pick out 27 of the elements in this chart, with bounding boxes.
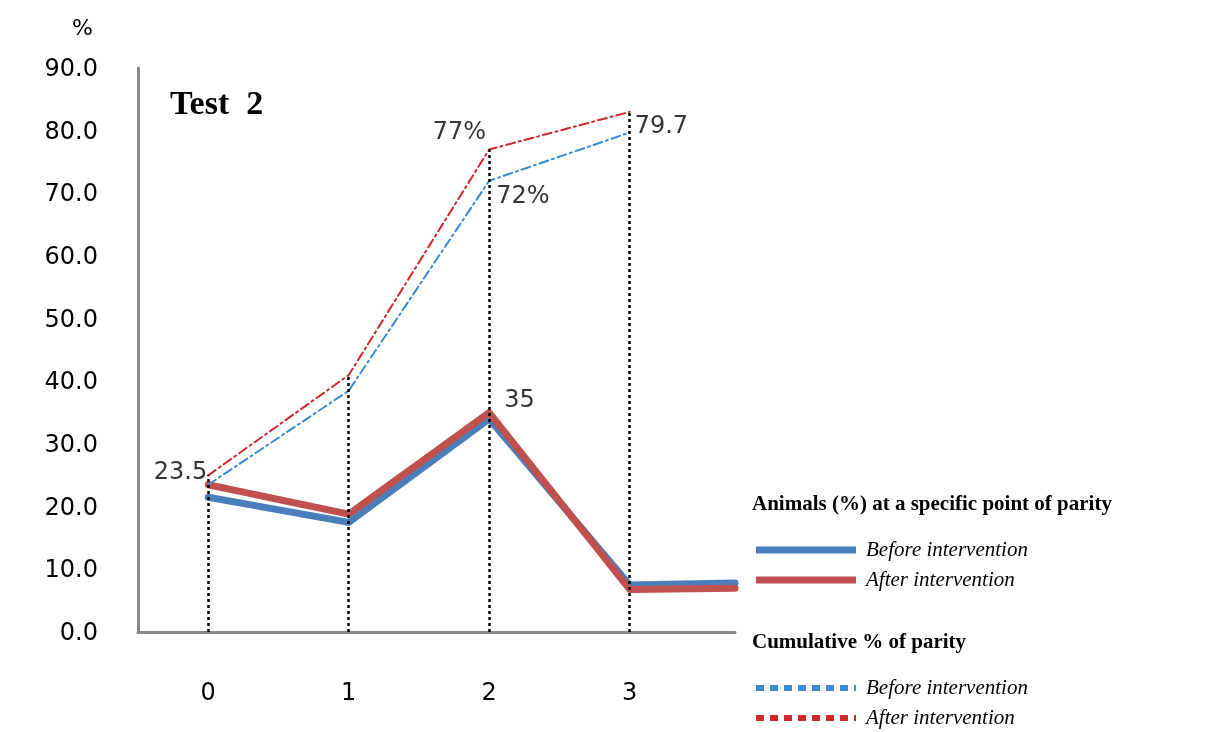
y-tick-label: 80.0 (44, 116, 98, 145)
annotation: 79.7 (634, 110, 689, 139)
annotation: 23.5 (153, 456, 208, 485)
y-tick-label: 50.0 (44, 304, 98, 333)
y-tick-label: 90.0 (44, 54, 98, 82)
text: Animals (%) at a specific point of parity (752, 490, 1113, 515)
y-tick-label: 70.0 (44, 179, 98, 208)
annotation: 72% (496, 180, 550, 209)
y-tick-label: 0.0 (59, 618, 98, 646)
annotation: 77% (432, 117, 487, 146)
y-tick-label: 20.0 (44, 492, 98, 521)
x-tick-label: 1 (341, 678, 357, 706)
y-tick-label: 40.0 (44, 367, 98, 396)
y-tick-label: 30.0 (44, 430, 98, 458)
chart-title: Test 2 (170, 83, 264, 121)
x-tick-label: 2 (481, 678, 497, 706)
annotation: 35 (504, 384, 535, 413)
legend-label: Before intervention (866, 674, 1028, 699)
y-tick-label: 10.0 (44, 555, 98, 584)
legend-label: Before intervention (866, 536, 1028, 561)
text: Cumulative % of parity (752, 628, 967, 653)
legend-label: After intervention (864, 704, 1015, 729)
x-tick-label: 0 (200, 678, 216, 706)
x-tick-label: 3 (622, 678, 638, 706)
legend-label: After intervention (864, 566, 1015, 591)
y-tick-label: 60.0 (44, 242, 98, 270)
y-axis-title: % (72, 14, 93, 40)
